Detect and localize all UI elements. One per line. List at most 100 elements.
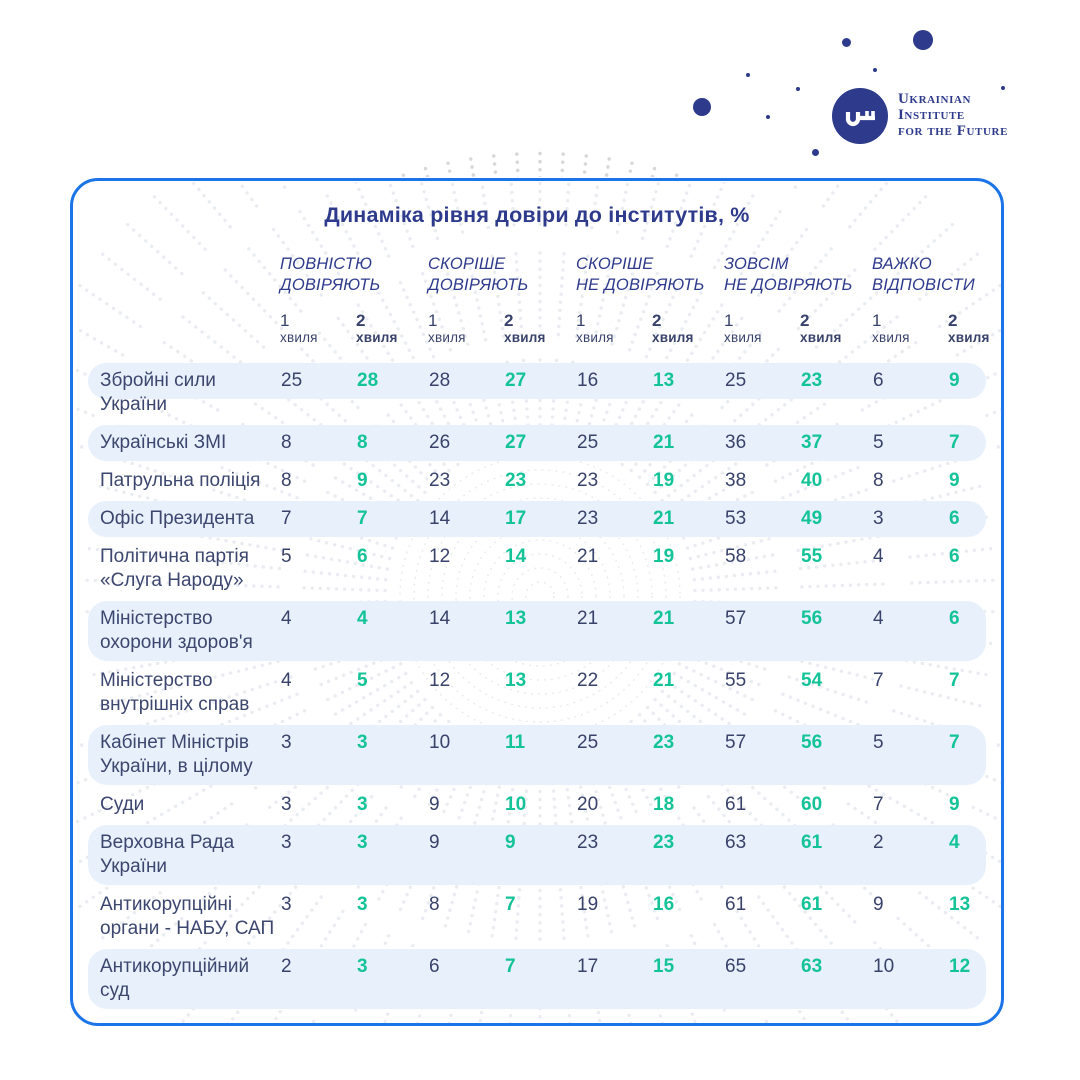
wave2-value: 21 [653,608,675,629]
wave2-value: 6 [357,546,368,567]
value-group: 55 54 [724,669,872,693]
wave1-label: 1 хвиля [576,312,652,346]
wave2-value: 10 [505,794,527,815]
table-title: Динаміка рівня довіри до інститутів, % [324,203,750,227]
wave1-label: 1 хвиля [428,312,504,346]
decorative-dot [766,115,770,119]
wave2-value: 17 [505,508,527,529]
wave-label-group: 1 хвиля 2 хвиля [428,312,576,346]
wave2-word: хвиля [652,330,694,345]
value-group: 36 37 [724,431,872,455]
institution-label: Верховна Рада України [100,832,235,877]
wave2-number: 2 [948,311,958,330]
logo-line-1: Ukrainian [898,91,972,107]
wave2-number: 2 [652,311,662,330]
value-group: 65 63 [724,955,872,979]
table-row: Офіс Президента 7 7 14 17 23 21 53 49 3 6 [88,501,986,537]
wave1-value: 6 [429,956,440,977]
wave2-label: 2 хвиля [800,311,872,346]
value-group: 25 23 [576,731,724,755]
wave2-value: 7 [949,670,960,691]
wave2-value: 23 [801,370,823,391]
wave1-value: 14 [429,608,451,629]
decorative-dot [1001,86,1005,90]
wave2-value: 7 [505,956,516,977]
wave1-value: 3 [281,732,292,753]
logo-line-2: Institute [898,107,965,123]
wave1-value: 25 [725,370,747,391]
wave2-value: 55 [801,546,823,567]
wave1-value: 8 [281,432,292,453]
value-group: 38 40 [724,469,872,493]
wave2-value: 56 [801,608,823,629]
wave1-number: 1 [280,311,290,330]
value-group: 26 27 [428,431,576,455]
wave-label-group: 1 хвиля 2 хвиля [576,311,724,346]
wave1-value: 4 [281,608,292,629]
value-group: 25 21 [576,431,724,455]
value-group: 58 55 [724,545,872,569]
wave1-value: 10 [429,732,451,753]
wave1-value: 25 [577,732,599,753]
wave2-value: 13 [505,608,527,629]
wave2-number: 2 [356,311,366,330]
wave2-value: 8 [357,432,368,453]
wave2-value: 40 [801,470,823,491]
column-group-hard-to-answer: ВАЖКО ВІДПОВІСТИ [872,254,1020,296]
column-group-rather-trust: СКОРІШЕ ДОВІРЯЮТЬ [428,254,576,296]
wave1-value: 8 [281,470,292,491]
wave2-value: 54 [801,670,823,691]
wave1-label: 1 хвиля [724,311,800,346]
value-group: 23 21 [576,507,724,531]
wave1-value: 22 [577,670,599,691]
value-group: 10 12 [872,955,1020,979]
wave2-value: 3 [357,732,368,753]
value-group: 14 17 [428,507,576,531]
wave2-value: 4 [357,608,368,629]
institution-label: Політична партія «Слуга Народу» [100,546,249,591]
wave2-value: 60 [801,794,823,815]
wave1-value: 25 [577,432,599,453]
wave1-value: 3 [873,508,884,529]
wave2-value: 27 [505,432,527,453]
wave1-value: 4 [873,546,884,567]
table-row: Антикорупційний суд 2 3 6 7 17 15 65 63 10 12 [88,949,986,1009]
wave2-value: 9 [357,470,368,491]
wave1-value: 16 [577,370,599,391]
decorative-dot [812,149,819,156]
group-label-line: СКОРІШЕ [576,255,654,273]
wave-label-group: 1 хвиля 2 хвиля [872,311,1020,346]
group-label-line: ЗОВСІМ [724,255,789,273]
wave2-value: 15 [653,956,675,977]
wave2-value: 21 [653,508,675,529]
wave1-value: 28 [429,370,451,391]
wave1-word: хвиля [872,330,910,345]
table-body: Збройні сили України 25 28 28 27 16 13 25 23 6 9 Ук… [88,363,986,1009]
wave2-value: 23 [505,470,527,491]
wave2-value: 3 [357,894,368,915]
wave1-number: 1 [724,311,734,330]
wave1-value: 23 [429,470,451,491]
group-label-line: ДОВІРЯЮТЬ [280,276,381,294]
wave2-value: 9 [949,794,960,815]
institution-label: Суди [100,794,145,815]
wave2-value: 13 [949,894,971,915]
wave2-value: 11 [505,732,526,753]
wave2-value: 7 [949,432,960,453]
wave2-number: 2 [800,311,810,330]
wave2-value: 6 [949,608,960,629]
wave1-label: 1 хвиля [872,312,948,346]
table-row: Українські ЗМІ 8 8 26 27 25 21 36 37 5 7 [88,425,986,461]
value-group: 20 18 [576,793,724,817]
wave2-value: 14 [505,546,527,567]
wave1-word: хвиля [576,330,614,345]
wave2-value: 12 [949,956,971,977]
